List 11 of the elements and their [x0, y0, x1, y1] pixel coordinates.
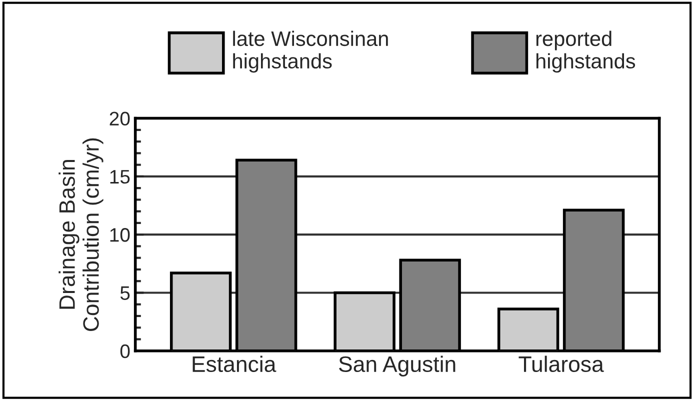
y-tick-label: 15 — [110, 170, 130, 184]
y-tick-label: 20 — [110, 112, 130, 126]
y-tick-label: 5 — [120, 286, 130, 300]
y-axis-title: Drainage Basin Contribution (cm/yr) — [58, 138, 104, 332]
x-tick-label: Estancia — [192, 356, 276, 372]
legend-label: reported highstands — [536, 30, 636, 73]
x-tick-label: San Agustin — [339, 356, 456, 376]
legend-label: late Wisconsinan highstands — [233, 30, 388, 73]
y-tick-label: 10 — [110, 228, 130, 242]
x-tick-label: Tularosa — [518, 356, 604, 372]
y-tick-label: 0 — [120, 344, 130, 358]
